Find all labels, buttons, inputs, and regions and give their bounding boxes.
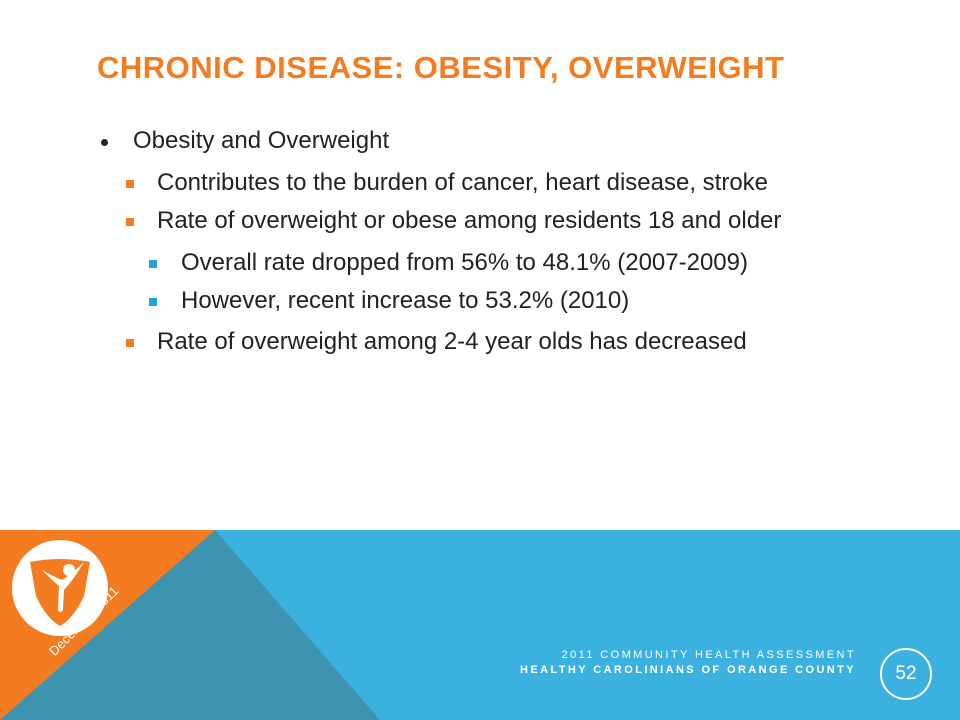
person-in-shield-logo-icon xyxy=(30,559,90,626)
footer-org-line1: 2011 COMMUNITY HEALTH ASSESSMENT xyxy=(561,649,856,661)
square-bullet-icon xyxy=(126,339,134,347)
bullet-level3: Overall rate dropped from 56% to 48.1% (… xyxy=(181,249,748,276)
logo xyxy=(12,540,108,636)
footer-band xyxy=(0,530,960,720)
bullet-level2: Rate of overweight among 2-4 year olds h… xyxy=(157,328,747,355)
footer-background xyxy=(0,530,960,720)
bullet-level3: However, recent increase to 53.2% (2010) xyxy=(181,287,630,314)
footer-org-line2: HEALTHY CAROLINIANS OF ORANGE COUNTY xyxy=(520,664,856,676)
bullet-level2: Contributes to the burden of cancer, hea… xyxy=(157,169,769,196)
bullet-level2: Rate of overweight or obese among reside… xyxy=(157,207,782,234)
square-bullet-icon xyxy=(149,260,157,268)
square-bullet-icon xyxy=(149,298,157,306)
bullet-level1: Obesity and Overweight xyxy=(133,127,390,154)
page-number-badge: 52 xyxy=(880,648,932,700)
square-bullet-icon xyxy=(126,218,134,226)
square-bullet-icon xyxy=(126,180,134,188)
bullet-dot-icon xyxy=(101,139,108,146)
slide-title: CHRONIC DISEASE: OBESITY, OVERWEIGHT xyxy=(97,50,785,85)
